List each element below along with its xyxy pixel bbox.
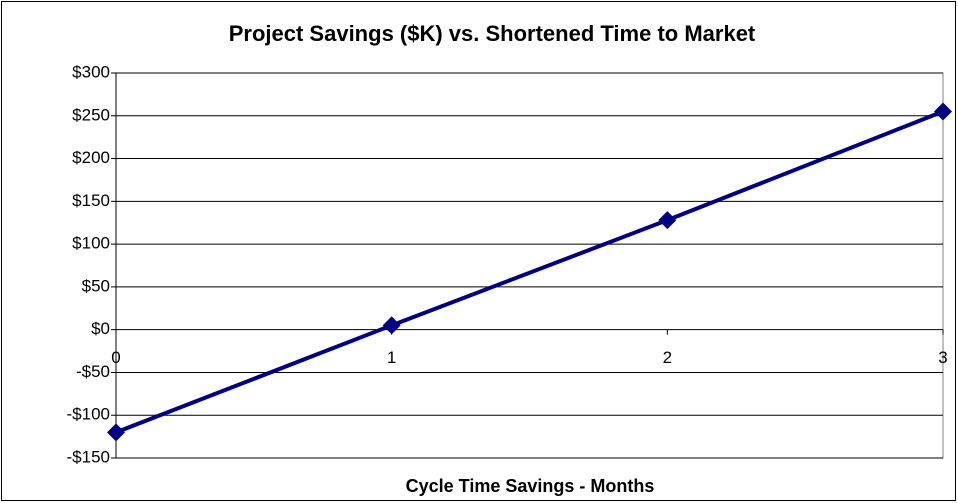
marker	[658, 211, 677, 230]
y-tick-label: $0	[91, 319, 110, 338]
y-tick-label: -$150	[67, 447, 110, 466]
x-tick-label: 2	[663, 348, 672, 367]
x-tick-label: 1	[387, 348, 396, 367]
y-tick-label: $100	[72, 234, 110, 253]
y-tick-label: $50	[82, 276, 110, 295]
marker	[382, 316, 401, 335]
y-tick-label: -$100	[67, 405, 110, 424]
x-axis-label: Cycle Time Savings - Months	[406, 476, 655, 496]
marker	[107, 423, 125, 442]
y-tick-label: $150	[72, 191, 110, 210]
chart-title: Project Savings ($K) vs. Shortened Time …	[229, 21, 756, 46]
x-tick-label: 3	[938, 348, 947, 367]
y-tick-label: $200	[72, 148, 110, 167]
plot-area	[115, 72, 944, 459]
y-tick-label: $300	[72, 62, 110, 81]
y-tick-label: -$50	[76, 362, 110, 381]
marker	[934, 102, 952, 121]
y-tick-label: $250	[72, 105, 110, 124]
line	[115, 109, 944, 435]
x-tick-label: 0	[111, 348, 120, 367]
